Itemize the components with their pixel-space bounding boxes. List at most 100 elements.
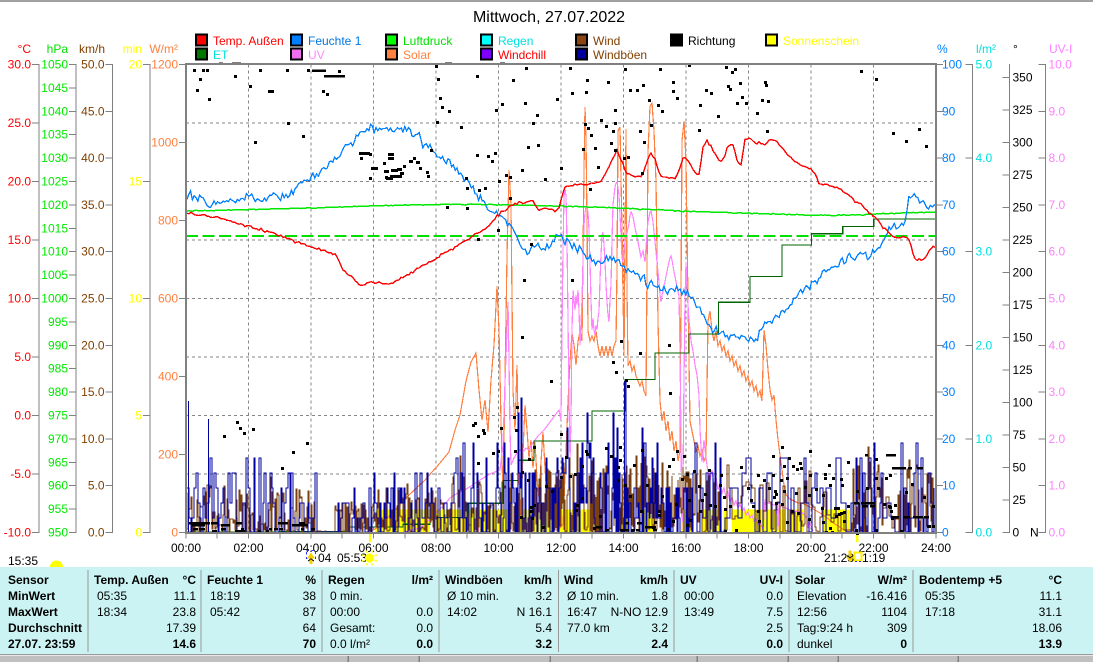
svg-text:200: 200	[1013, 266, 1033, 280]
svg-text:600: 600	[158, 292, 178, 306]
svg-text:18:00: 18:00	[733, 541, 763, 555]
svg-text:km/h: km/h	[524, 573, 552, 587]
svg-text:1045: 1045	[41, 81, 68, 95]
svg-text:N: N	[1030, 526, 1039, 540]
svg-text:100: 100	[942, 58, 962, 72]
svg-text:ET: ET	[213, 48, 229, 62]
svg-text:30: 30	[942, 385, 956, 399]
svg-text:5.0: 5.0	[88, 479, 105, 493]
svg-text:12:00: 12:00	[546, 541, 576, 555]
svg-text:10: 10	[942, 479, 956, 493]
svg-text:20.0: 20.0	[8, 175, 32, 189]
svg-text:40: 40	[942, 338, 956, 352]
svg-text:05:35: 05:35	[97, 589, 127, 603]
svg-text:4.0: 4.0	[1049, 338, 1066, 352]
svg-text:00:00: 00:00	[330, 605, 360, 619]
svg-text:400: 400	[158, 370, 178, 384]
svg-text:325: 325	[1013, 103, 1033, 117]
svg-text:1025: 1025	[41, 175, 68, 189]
svg-text:°: °	[1013, 42, 1018, 56]
svg-text:1020: 1020	[41, 198, 68, 212]
svg-text:1035: 1035	[41, 128, 68, 142]
svg-text:7.0: 7.0	[1049, 198, 1066, 212]
svg-text:18:19: 18:19	[210, 589, 240, 603]
svg-text:hPa: hPa	[47, 42, 69, 56]
svg-text:87: 87	[303, 605, 317, 619]
svg-text:0.0: 0.0	[976, 526, 993, 540]
svg-text:Regen: Regen	[328, 573, 365, 587]
svg-text:970: 970	[48, 432, 68, 446]
svg-text:0.0: 0.0	[1049, 526, 1066, 540]
svg-text:25.0: 25.0	[81, 292, 105, 306]
svg-text:13.9: 13.9	[1039, 637, 1063, 651]
svg-text:1:19: 1:19	[862, 551, 886, 565]
svg-text:27.07. 23:59: 27.07. 23:59	[8, 637, 76, 651]
svg-text:5.0: 5.0	[976, 58, 993, 72]
svg-text:Mittwoch, 27.07.2022: Mittwoch, 27.07.2022	[473, 9, 625, 26]
svg-text:70: 70	[303, 637, 317, 651]
svg-text:70: 70	[942, 198, 956, 212]
svg-text:20: 20	[129, 58, 143, 72]
svg-text:0.0: 0.0	[88, 526, 105, 540]
svg-text:15.0: 15.0	[8, 233, 32, 247]
svg-text:1005: 1005	[41, 268, 68, 282]
svg-text:75: 75	[1013, 428, 1027, 442]
svg-text:0: 0	[942, 526, 949, 540]
svg-text:Temp. Außen: Temp. Außen	[213, 34, 284, 48]
svg-text:80: 80	[942, 151, 956, 165]
svg-text:9.0: 9.0	[1049, 104, 1066, 118]
svg-text:Ø 10 min.: Ø 10 min.	[447, 589, 499, 603]
svg-text:64: 64	[303, 621, 317, 635]
svg-text:1010: 1010	[41, 245, 68, 259]
svg-text:04:00: 04:00	[296, 541, 326, 555]
svg-text:UV: UV	[308, 48, 325, 62]
svg-text:7.5: 7.5	[766, 605, 783, 619]
svg-text:800: 800	[158, 214, 178, 228]
svg-text:6.0: 6.0	[1049, 245, 1066, 259]
svg-text:1.8: 1.8	[651, 589, 668, 603]
svg-text:05:53: 05:53	[337, 551, 367, 565]
svg-text:1104: 1104	[881, 605, 907, 619]
svg-text:23.8: 23.8	[173, 605, 197, 619]
svg-text:0 min.: 0 min.	[330, 589, 363, 603]
svg-text:°C: °C	[18, 42, 32, 56]
svg-text:UV: UV	[680, 573, 697, 587]
svg-text:980: 980	[48, 385, 68, 399]
svg-text:3.2: 3.2	[535, 589, 552, 603]
svg-text:Ø 10 min.: Ø 10 min.	[567, 589, 619, 603]
svg-text:MaxWert: MaxWert	[8, 605, 58, 619]
svg-text:l/m²: l/m²	[976, 42, 996, 56]
svg-text:985: 985	[48, 362, 68, 376]
svg-text:°C: °C	[1049, 573, 1063, 587]
svg-text:15:35: 15:35	[8, 554, 38, 568]
svg-text:2.0: 2.0	[1049, 432, 1066, 446]
svg-text:0: 0	[135, 526, 142, 540]
svg-text:05:42: 05:42	[210, 605, 240, 619]
svg-text:0.0: 0.0	[416, 621, 433, 635]
svg-text:2.5: 2.5	[766, 621, 783, 635]
svg-text:1030: 1030	[41, 151, 68, 165]
svg-text:0.0: 0.0	[416, 637, 433, 651]
svg-text:77.0 km: 77.0 km	[567, 621, 610, 635]
svg-text:0: 0	[171, 526, 178, 540]
svg-text:13:49: 13:49	[684, 605, 714, 619]
svg-text:Luftdruck: Luftdruck	[403, 34, 453, 48]
svg-text:20:00: 20:00	[796, 541, 826, 555]
svg-text:Durchschnitt: Durchschnitt	[8, 621, 82, 635]
svg-text:W/m²: W/m²	[149, 42, 178, 56]
svg-text:1.0: 1.0	[976, 432, 993, 446]
svg-text:3.0: 3.0	[976, 245, 993, 259]
svg-text:1040: 1040	[41, 104, 68, 118]
svg-text:965: 965	[48, 455, 68, 469]
svg-text:60: 60	[942, 245, 956, 259]
svg-text:Wind: Wind	[564, 573, 593, 587]
svg-text:24:00: 24:00	[921, 541, 951, 555]
svg-text:UV-I: UV-I	[1049, 42, 1072, 56]
svg-text:990: 990	[48, 338, 68, 352]
svg-text:975: 975	[48, 409, 68, 423]
svg-text:21:28: 21:28	[824, 551, 854, 565]
svg-text:0: 0	[1013, 526, 1020, 540]
svg-text:275: 275	[1013, 168, 1033, 182]
svg-text:Solar: Solar	[795, 573, 825, 587]
svg-text:0.0 l/m²: 0.0 l/m²	[330, 637, 370, 651]
